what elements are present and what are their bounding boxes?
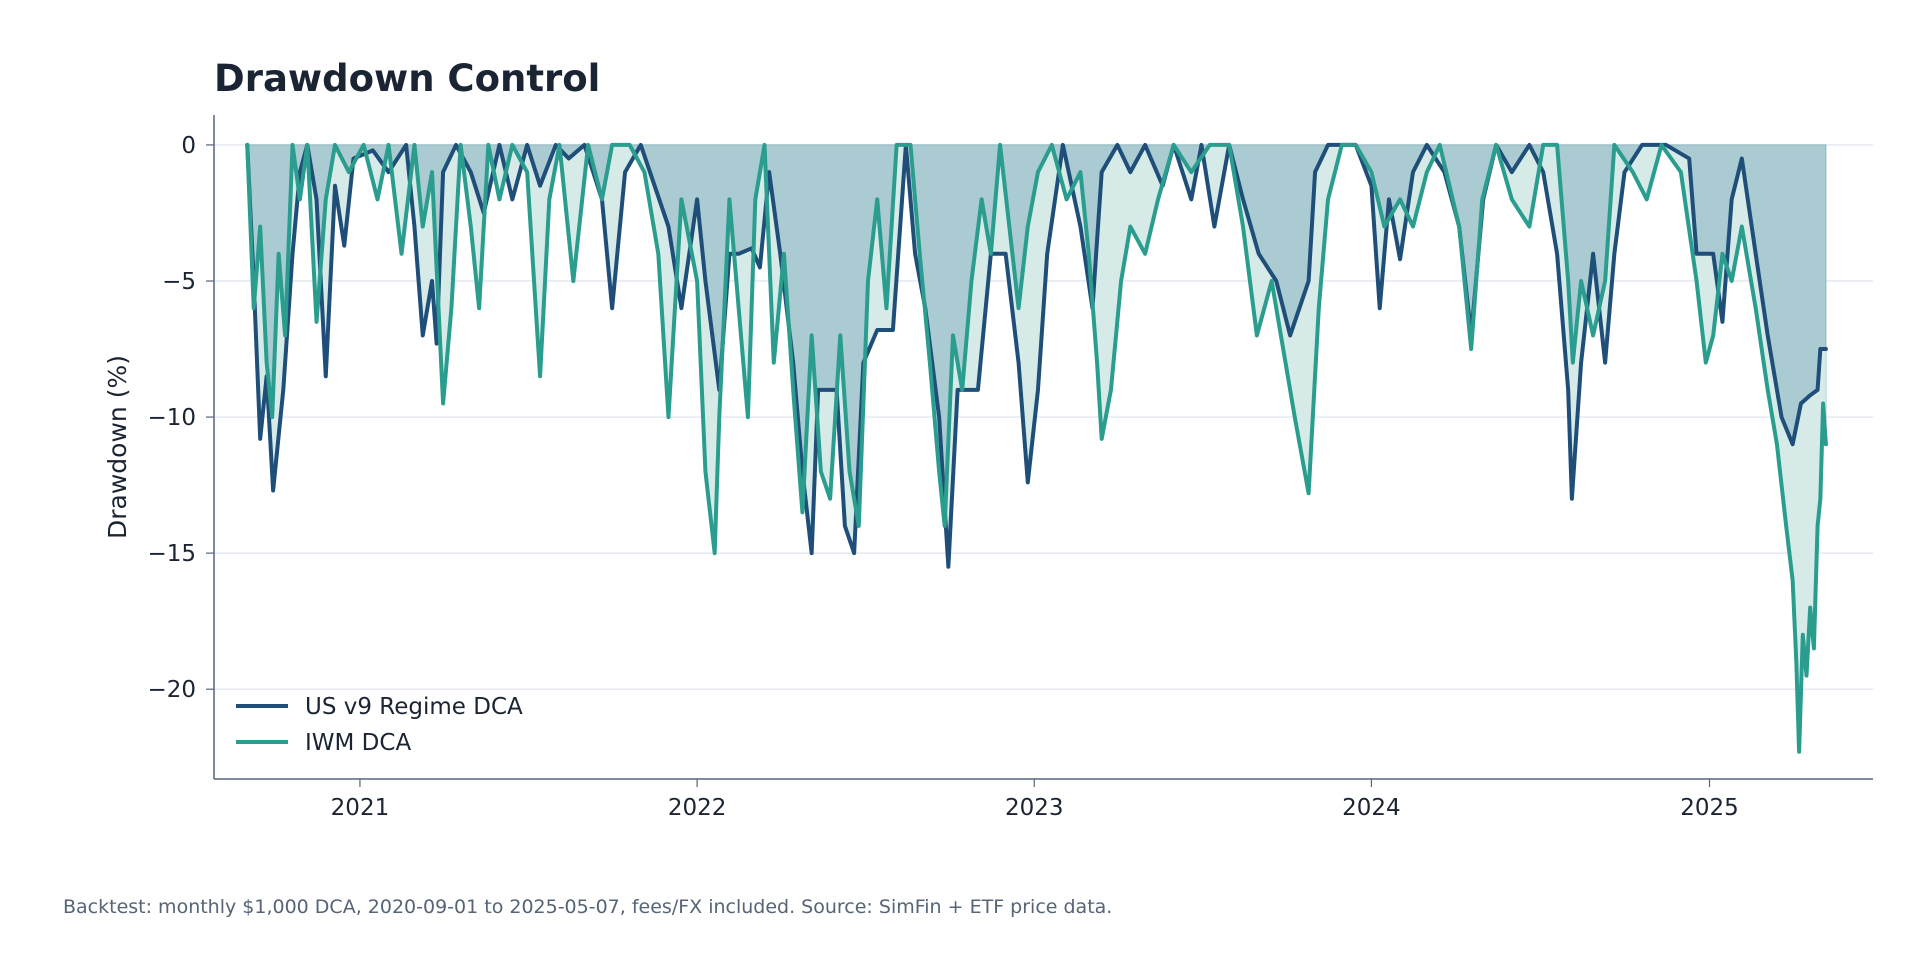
y-axis-ticks: 0 −5 −10 −15 −20 bbox=[147, 133, 214, 703]
y-tick-label: −15 bbox=[147, 541, 196, 567]
series-lines bbox=[245, 142, 1828, 754]
x-tick-label: 2025 bbox=[1680, 795, 1739, 821]
y-tick-label: −5 bbox=[162, 269, 196, 295]
legend: US v9 Regime DCA IWM DCA bbox=[236, 694, 523, 756]
footnote: Backtest: monthly $1,000 DCA, 2020-09-01… bbox=[63, 896, 1112, 918]
y-axis-label: Drawdown (%) bbox=[103, 355, 132, 539]
x-tick-label: 2021 bbox=[331, 795, 390, 821]
legend-label-iwm: IWM DCA bbox=[305, 730, 411, 756]
x-tick-label: 2023 bbox=[1005, 795, 1064, 821]
legend-label-us-v9: US v9 Regime DCA bbox=[305, 694, 523, 720]
drawdown-fill-between bbox=[247, 144, 1826, 752]
x-tick-label: 2024 bbox=[1342, 795, 1401, 821]
y-tick-label: 0 bbox=[181, 133, 196, 159]
x-axis-ticks: 2021 2022 2023 2024 2025 bbox=[331, 779, 1739, 821]
series-line-iwm-dca bbox=[245, 142, 1828, 754]
x-tick-label: 2022 bbox=[668, 795, 727, 821]
chart-title: Drawdown Control bbox=[214, 57, 600, 100]
y-tick-label: −20 bbox=[147, 677, 196, 703]
series-line-us-v9-regime-dca bbox=[245, 142, 1828, 569]
y-tick-label: −10 bbox=[147, 405, 196, 431]
